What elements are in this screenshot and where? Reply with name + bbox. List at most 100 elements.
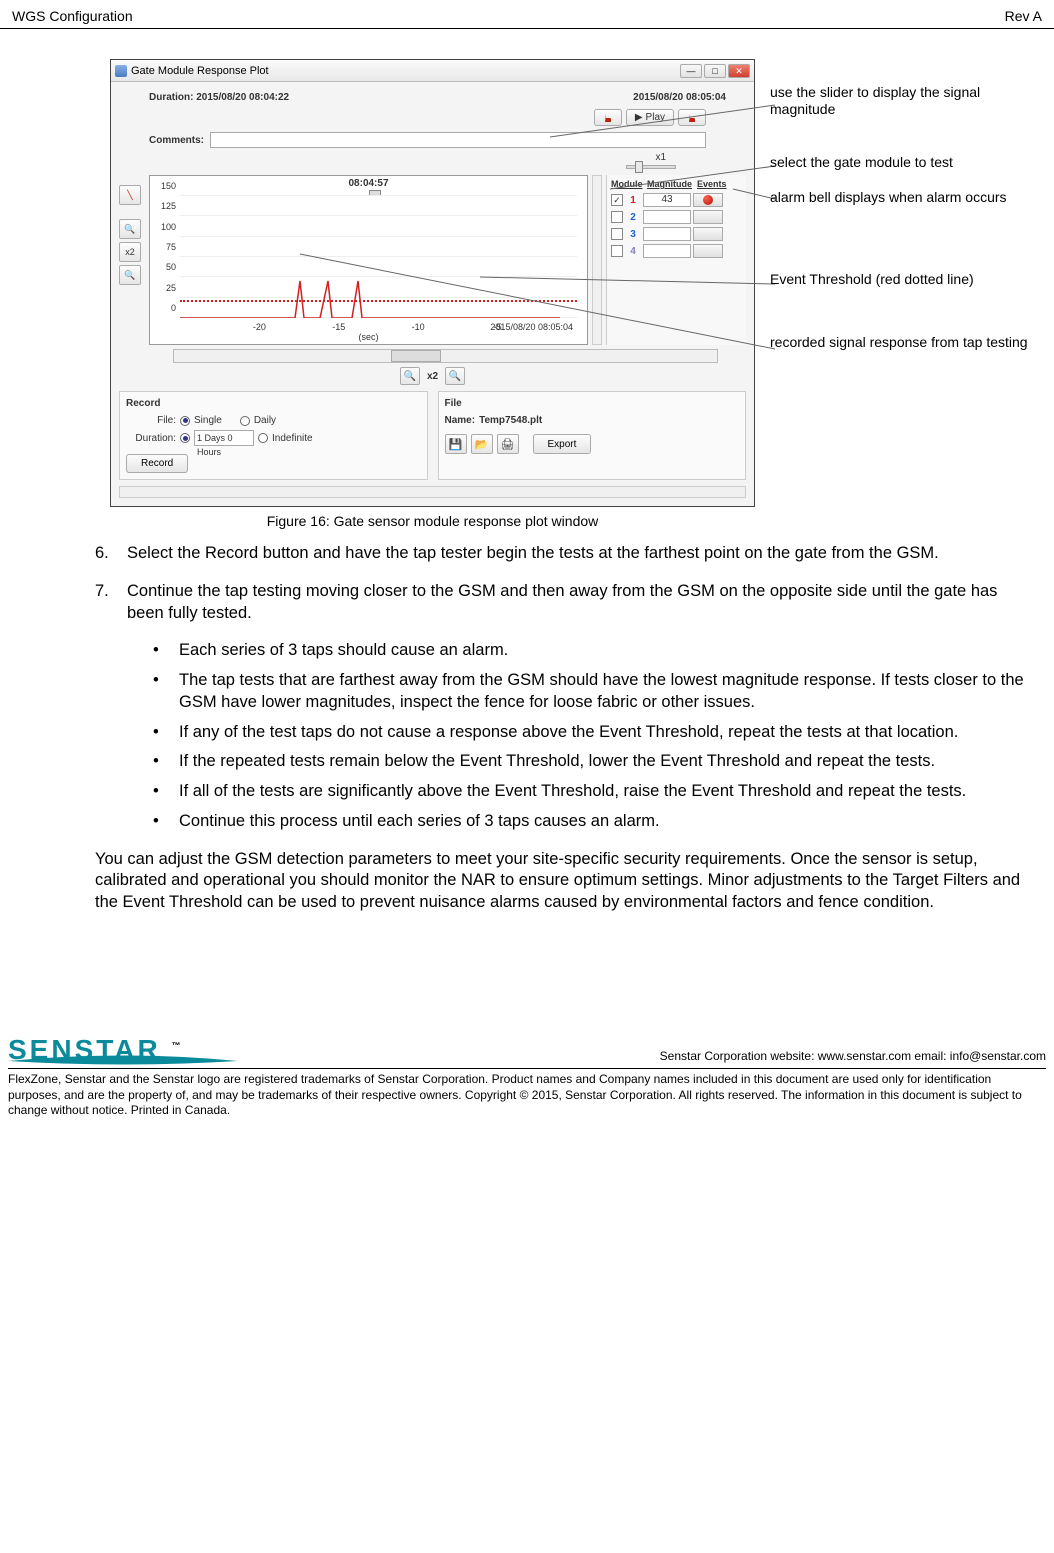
- event-indicator: [693, 210, 723, 224]
- horizontal-scrollbar[interactable]: [173, 349, 718, 363]
- event-indicator: [693, 244, 723, 258]
- pencil-tool-button[interactable]: ╲: [119, 185, 141, 205]
- col-module: Module: [611, 179, 647, 189]
- event-indicator: [693, 227, 723, 241]
- save-icon-button[interactable]: 💾: [445, 434, 467, 454]
- zoom-out-y-button[interactable]: 🔍: [119, 265, 141, 285]
- zoom-in-y-button[interactable]: 🔍: [119, 219, 141, 239]
- record-panel: Record File: Single Daily Duration: 1 Da…: [119, 391, 428, 480]
- maximize-button[interactable]: □: [704, 64, 726, 78]
- module-number: 2: [625, 212, 641, 223]
- export-button[interactable]: Export: [533, 434, 592, 454]
- figure-wrap: Gate Module Response Plot — □ ✕ Duration…: [110, 59, 1030, 507]
- single-label: Single: [194, 415, 222, 426]
- bullet-text: If all of the tests are significantly ab…: [179, 781, 966, 803]
- comments-row: Comments:: [119, 128, 746, 152]
- duration-label-2: Duration:: [126, 433, 176, 444]
- y-tick: 100: [156, 222, 176, 232]
- alarm-bell-icon: [703, 195, 713, 205]
- step-6: 6. Select the Record button and have the…: [95, 543, 1024, 565]
- bullet-text: If the repeated tests remain below the E…: [179, 751, 935, 773]
- play-row: ▶ Play: [119, 109, 746, 128]
- bullet-item: •If any of the test taps do not cause a …: [153, 722, 1024, 744]
- file-type-row: File: Single Daily: [126, 415, 421, 426]
- file-title: File: [445, 398, 740, 409]
- file-icons-row: 💾 📂 🖨 Export: [445, 434, 740, 454]
- bullet-text: The tap tests that are farthest away fro…: [179, 670, 1024, 714]
- y-tick: 150: [156, 181, 176, 191]
- bullet-mark-icon: •: [153, 811, 179, 833]
- step-text: Select the Record button and have the ta…: [127, 543, 939, 565]
- record-button[interactable]: Record: [126, 454, 188, 473]
- name-label: Name:: [445, 415, 476, 426]
- x-tick: -20: [253, 322, 266, 332]
- bullet-text: Continue this process until each series …: [179, 811, 660, 833]
- comments-input[interactable]: [210, 132, 706, 148]
- bottom-scrollbar[interactable]: [119, 486, 746, 498]
- magnitude-value: 43: [643, 193, 691, 207]
- page-footer: SENSTAR ™ Senstar Corporation website: w…: [0, 1034, 1054, 1129]
- name-value: Temp7548.plt: [479, 415, 542, 426]
- annotation-slider: use the slider to display the signal mag…: [770, 84, 1030, 118]
- close-button[interactable]: ✕: [728, 64, 750, 78]
- magnitude-value: [643, 210, 691, 224]
- module-checkbox[interactable]: [611, 211, 623, 223]
- x-axis-label: (sec): [359, 332, 379, 342]
- bullet-item: •Each series of 3 taps should cause an a…: [153, 640, 1024, 662]
- module-row: 3: [611, 227, 742, 241]
- zoom-out-x-button[interactable]: 🔍: [445, 367, 465, 385]
- annotation-select-module: select the gate module to test: [770, 154, 953, 171]
- window-body: Duration: 2015/08/20 08:04:22 2015/08/20…: [111, 82, 754, 506]
- duration-radio[interactable]: [180, 433, 190, 443]
- indefinite-label: Indefinite: [272, 433, 313, 444]
- prev-alarm-button[interactable]: [594, 109, 622, 126]
- content-body: 6. Select the Record button and have the…: [0, 543, 1054, 914]
- footer-top-row: SENSTAR ™ Senstar Corporation website: w…: [8, 1034, 1046, 1069]
- duration-spinner[interactable]: 1 Days 0 Hours: [194, 430, 254, 446]
- y-tick: 125: [156, 201, 176, 211]
- vertical-scrollbar[interactable]: [592, 175, 602, 345]
- speed-slider[interactable]: [626, 165, 676, 169]
- next-alarm-button[interactable]: [678, 109, 706, 126]
- play-button[interactable]: ▶ Play: [626, 109, 674, 126]
- chart-time: 08:04:57: [150, 176, 587, 189]
- bullet-text: If any of the test taps do not cause a r…: [179, 722, 958, 744]
- x-tick: -10: [412, 322, 425, 332]
- x-tick: -15: [332, 322, 345, 332]
- module-checkbox[interactable]: [611, 245, 623, 257]
- app-window: Gate Module Response Plot — □ ✕ Duration…: [110, 59, 755, 507]
- zoom-in-x-button[interactable]: 🔍: [400, 367, 420, 385]
- module-checkbox[interactable]: [611, 228, 623, 240]
- module-number: 4: [625, 246, 641, 257]
- single-radio[interactable]: [180, 416, 190, 426]
- duration-input-row: Duration: 1 Days 0 Hours Indefinite: [126, 430, 421, 446]
- tm-icon: ™: [172, 1041, 184, 1051]
- annotation-alarm-bell: alarm bell displays when alarm occurs: [770, 189, 1007, 206]
- scroll-thumb-icon: [391, 350, 441, 362]
- print-icon-button[interactable]: 🖨: [497, 434, 519, 454]
- bullet-mark-icon: •: [153, 640, 179, 662]
- open-icon-button[interactable]: 📂: [471, 434, 493, 454]
- minimize-button[interactable]: —: [680, 64, 702, 78]
- app-icon: [115, 65, 127, 77]
- y-tick: 50: [156, 262, 176, 272]
- file-panel: File Name: Temp7548.plt 💾 📂 🖨 Export: [438, 391, 747, 480]
- module-panel: Module Magnitude Events ✓143234: [606, 175, 746, 345]
- bullet-item: •The tap tests that are farthest away fr…: [153, 670, 1024, 714]
- bullet-item: •Continue this process until each series…: [153, 811, 1024, 833]
- step-num: 7.: [95, 581, 127, 625]
- bullet-mark-icon: •: [153, 670, 179, 714]
- footer-contact: Senstar Corporation website: www.senstar…: [660, 1049, 1046, 1066]
- y-tick: 75: [156, 242, 176, 252]
- zoom-x-row: 🔍 x2 🔍: [119, 367, 746, 385]
- bullet-mark-icon: •: [153, 722, 179, 744]
- module-checkbox[interactable]: ✓: [611, 194, 623, 206]
- daily-radio[interactable]: [240, 416, 250, 426]
- x-timestamp: 2015/08/20 08:05:04: [490, 322, 573, 332]
- header-right: Rev A: [1005, 8, 1042, 24]
- plot-area: 0 25 50 75 100 125 150 -20 -15 -10 -5: [180, 196, 577, 318]
- magnitude-value: [643, 227, 691, 241]
- indefinite-radio[interactable]: [258, 433, 268, 443]
- file-label: File:: [126, 415, 176, 426]
- senstar-logo: SENSTAR ™: [8, 1034, 660, 1066]
